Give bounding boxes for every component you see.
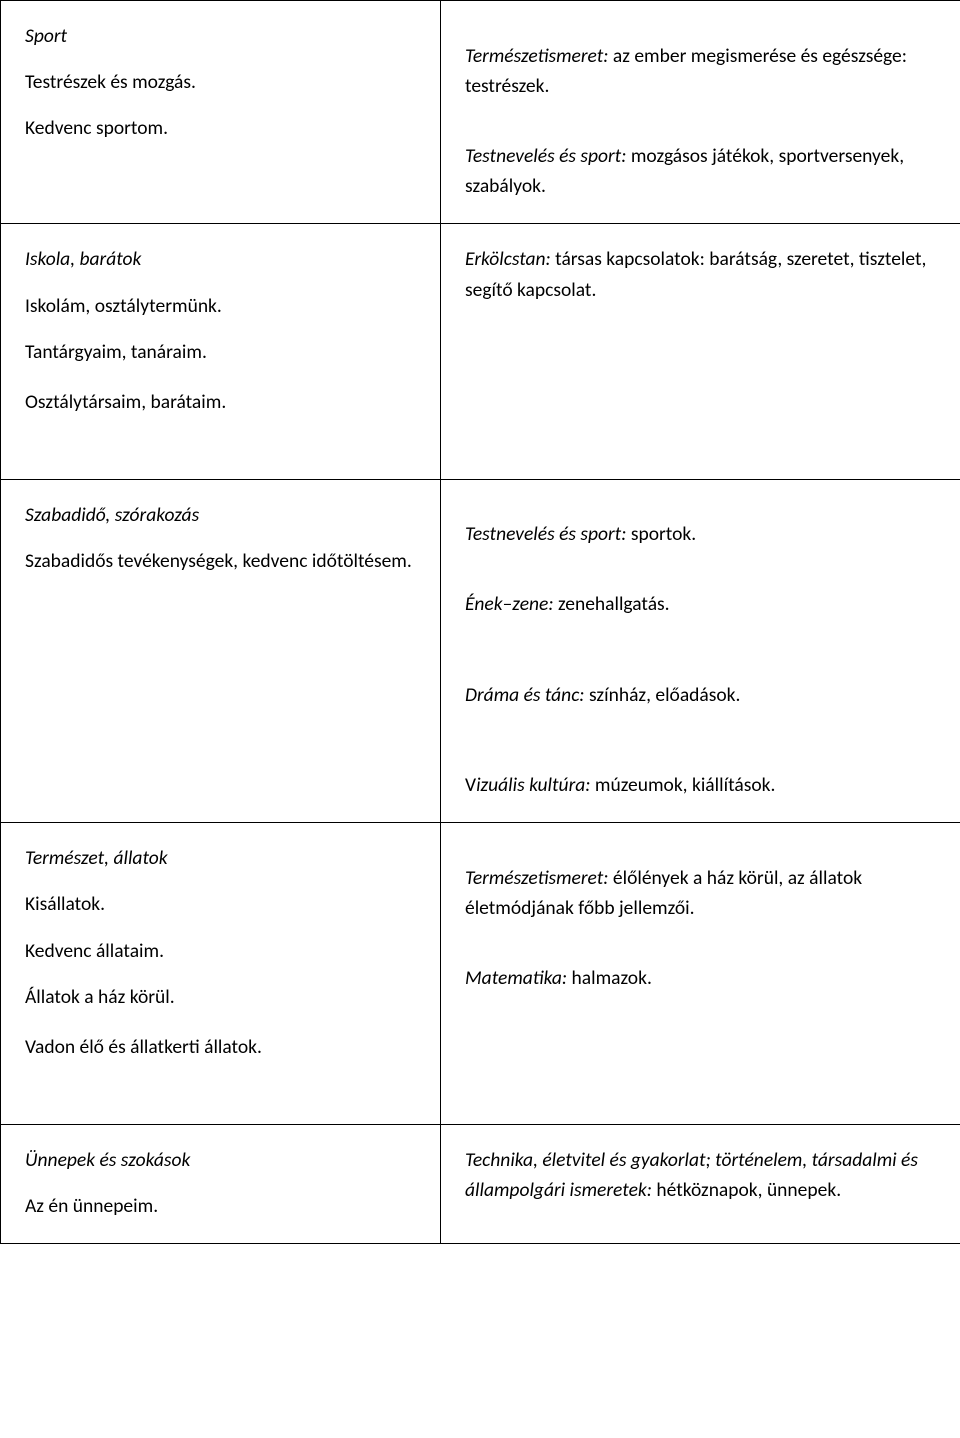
subject-name: Testnevelés és sport: [465,522,626,546]
topic-line: Osztálytársaim, barátaim. [25,387,416,417]
topic-line: Vadon élő és állatkerti állatok. [25,1032,416,1062]
subject-rest: hétköznapok, ünnepek. [652,1178,841,1202]
cell-left: Szabadidő, szórakozás Szabadidős tevéken… [1,479,441,822]
subject-rest: színház, előadások. [585,683,741,707]
subject-rest: múzeumok, kiállítások. [591,773,776,797]
subject-name: Ének–zene: [465,592,554,616]
topic-line: Az én ünnepeim. [25,1191,416,1221]
subject-name: Erkölcstan: [465,247,551,271]
subject-line: Matematika: halmazok. [465,963,936,993]
cell-left: Iskola, barátok Iskolám, osztálytermünk.… [1,224,441,479]
subject-rest: zenehallgatás. [554,592,670,616]
subject-line: Erkölcstan: társas kapcsolatok: barátság… [465,244,936,304]
subject-line: Technika, életvitel és gyakorlat; történ… [465,1145,936,1205]
subject-rest: halmazok. [567,966,652,990]
subject-line: Természetismeret: élőlények a ház körül,… [465,863,936,923]
topic-line: Kedvenc állataim. [25,936,416,966]
topic-line: Kisállatok. [25,889,416,919]
cell-right: Természetismeret: az ember megismerése é… [441,1,960,224]
topic-heading: Sport [25,21,416,51]
cell-right: Természetismeret: élőlények a ház körül,… [441,823,960,1125]
topic-line: Kedvenc sportom. [25,113,416,143]
topic-heading: Természet, állatok [25,843,416,873]
table-row: Sport Testrészek és mozgás. Kedvenc spor… [1,1,960,224]
subject-line: Vizuális kultúra: múzeumok, kiállítások. [465,770,936,800]
topic-heading: Iskola, barátok [25,244,416,274]
topic-heading: Szabadidő, szórakozás [25,500,416,530]
subject-name: Dráma és tánc: [465,683,585,707]
topic-line: Tantárgyaim, tanáraim. [25,337,416,367]
cell-left: Ünnepek és szokások Az én ünnepeim. [1,1124,441,1243]
cell-right: Testnevelés és sport: sportok. Ének–zene… [441,479,960,822]
subject-name: Matematika: [465,966,567,990]
cell-right: Technika, életvitel és gyakorlat; történ… [441,1124,960,1243]
subject-line: Természetismeret: az ember megismerése é… [465,41,936,101]
subject-name-first: V [465,773,476,797]
subject-line: Testnevelés és sport: sportok. [465,519,936,549]
topic-line: Szabadidős tevékenységek, kedvenc időtöl… [25,546,416,576]
table-row: Ünnepek és szokások Az én ünnepeim. Tech… [1,1124,960,1243]
table-row: Szabadidő, szórakozás Szabadidős tevéken… [1,479,960,822]
cell-right: Erkölcstan: társas kapcsolatok: barátság… [441,224,960,479]
subject-line: Ének–zene: zenehallgatás. [465,589,936,619]
table-row: Természet, állatok Kisállatok. Kedvenc á… [1,823,960,1125]
table-row: Iskola, barátok Iskolám, osztálytermünk.… [1,224,960,479]
cell-left: Természet, állatok Kisállatok. Kedvenc á… [1,823,441,1125]
topic-line: Iskolám, osztálytermünk. [25,291,416,321]
topic-line: Állatok a ház körül. [25,982,416,1012]
subject-name: Természetismeret: [465,44,608,68]
content-table: Sport Testrészek és mozgás. Kedvenc spor… [0,0,960,1244]
subject-line: Dráma és tánc: színház, előadások. [465,680,936,710]
subject-rest: sportok. [626,522,696,546]
topic-line: Testrészek és mozgás. [25,67,416,97]
subject-line: Testnevelés és sport: mozgásos játékok, … [465,141,936,201]
cell-left: Sport Testrészek és mozgás. Kedvenc spor… [1,1,441,224]
subject-name: izuális kultúra: [476,773,590,797]
subject-name: Testnevelés és sport: [465,144,626,168]
subject-name: Természetismeret: [465,866,608,890]
topic-heading: Ünnepek és szokások [25,1145,416,1175]
